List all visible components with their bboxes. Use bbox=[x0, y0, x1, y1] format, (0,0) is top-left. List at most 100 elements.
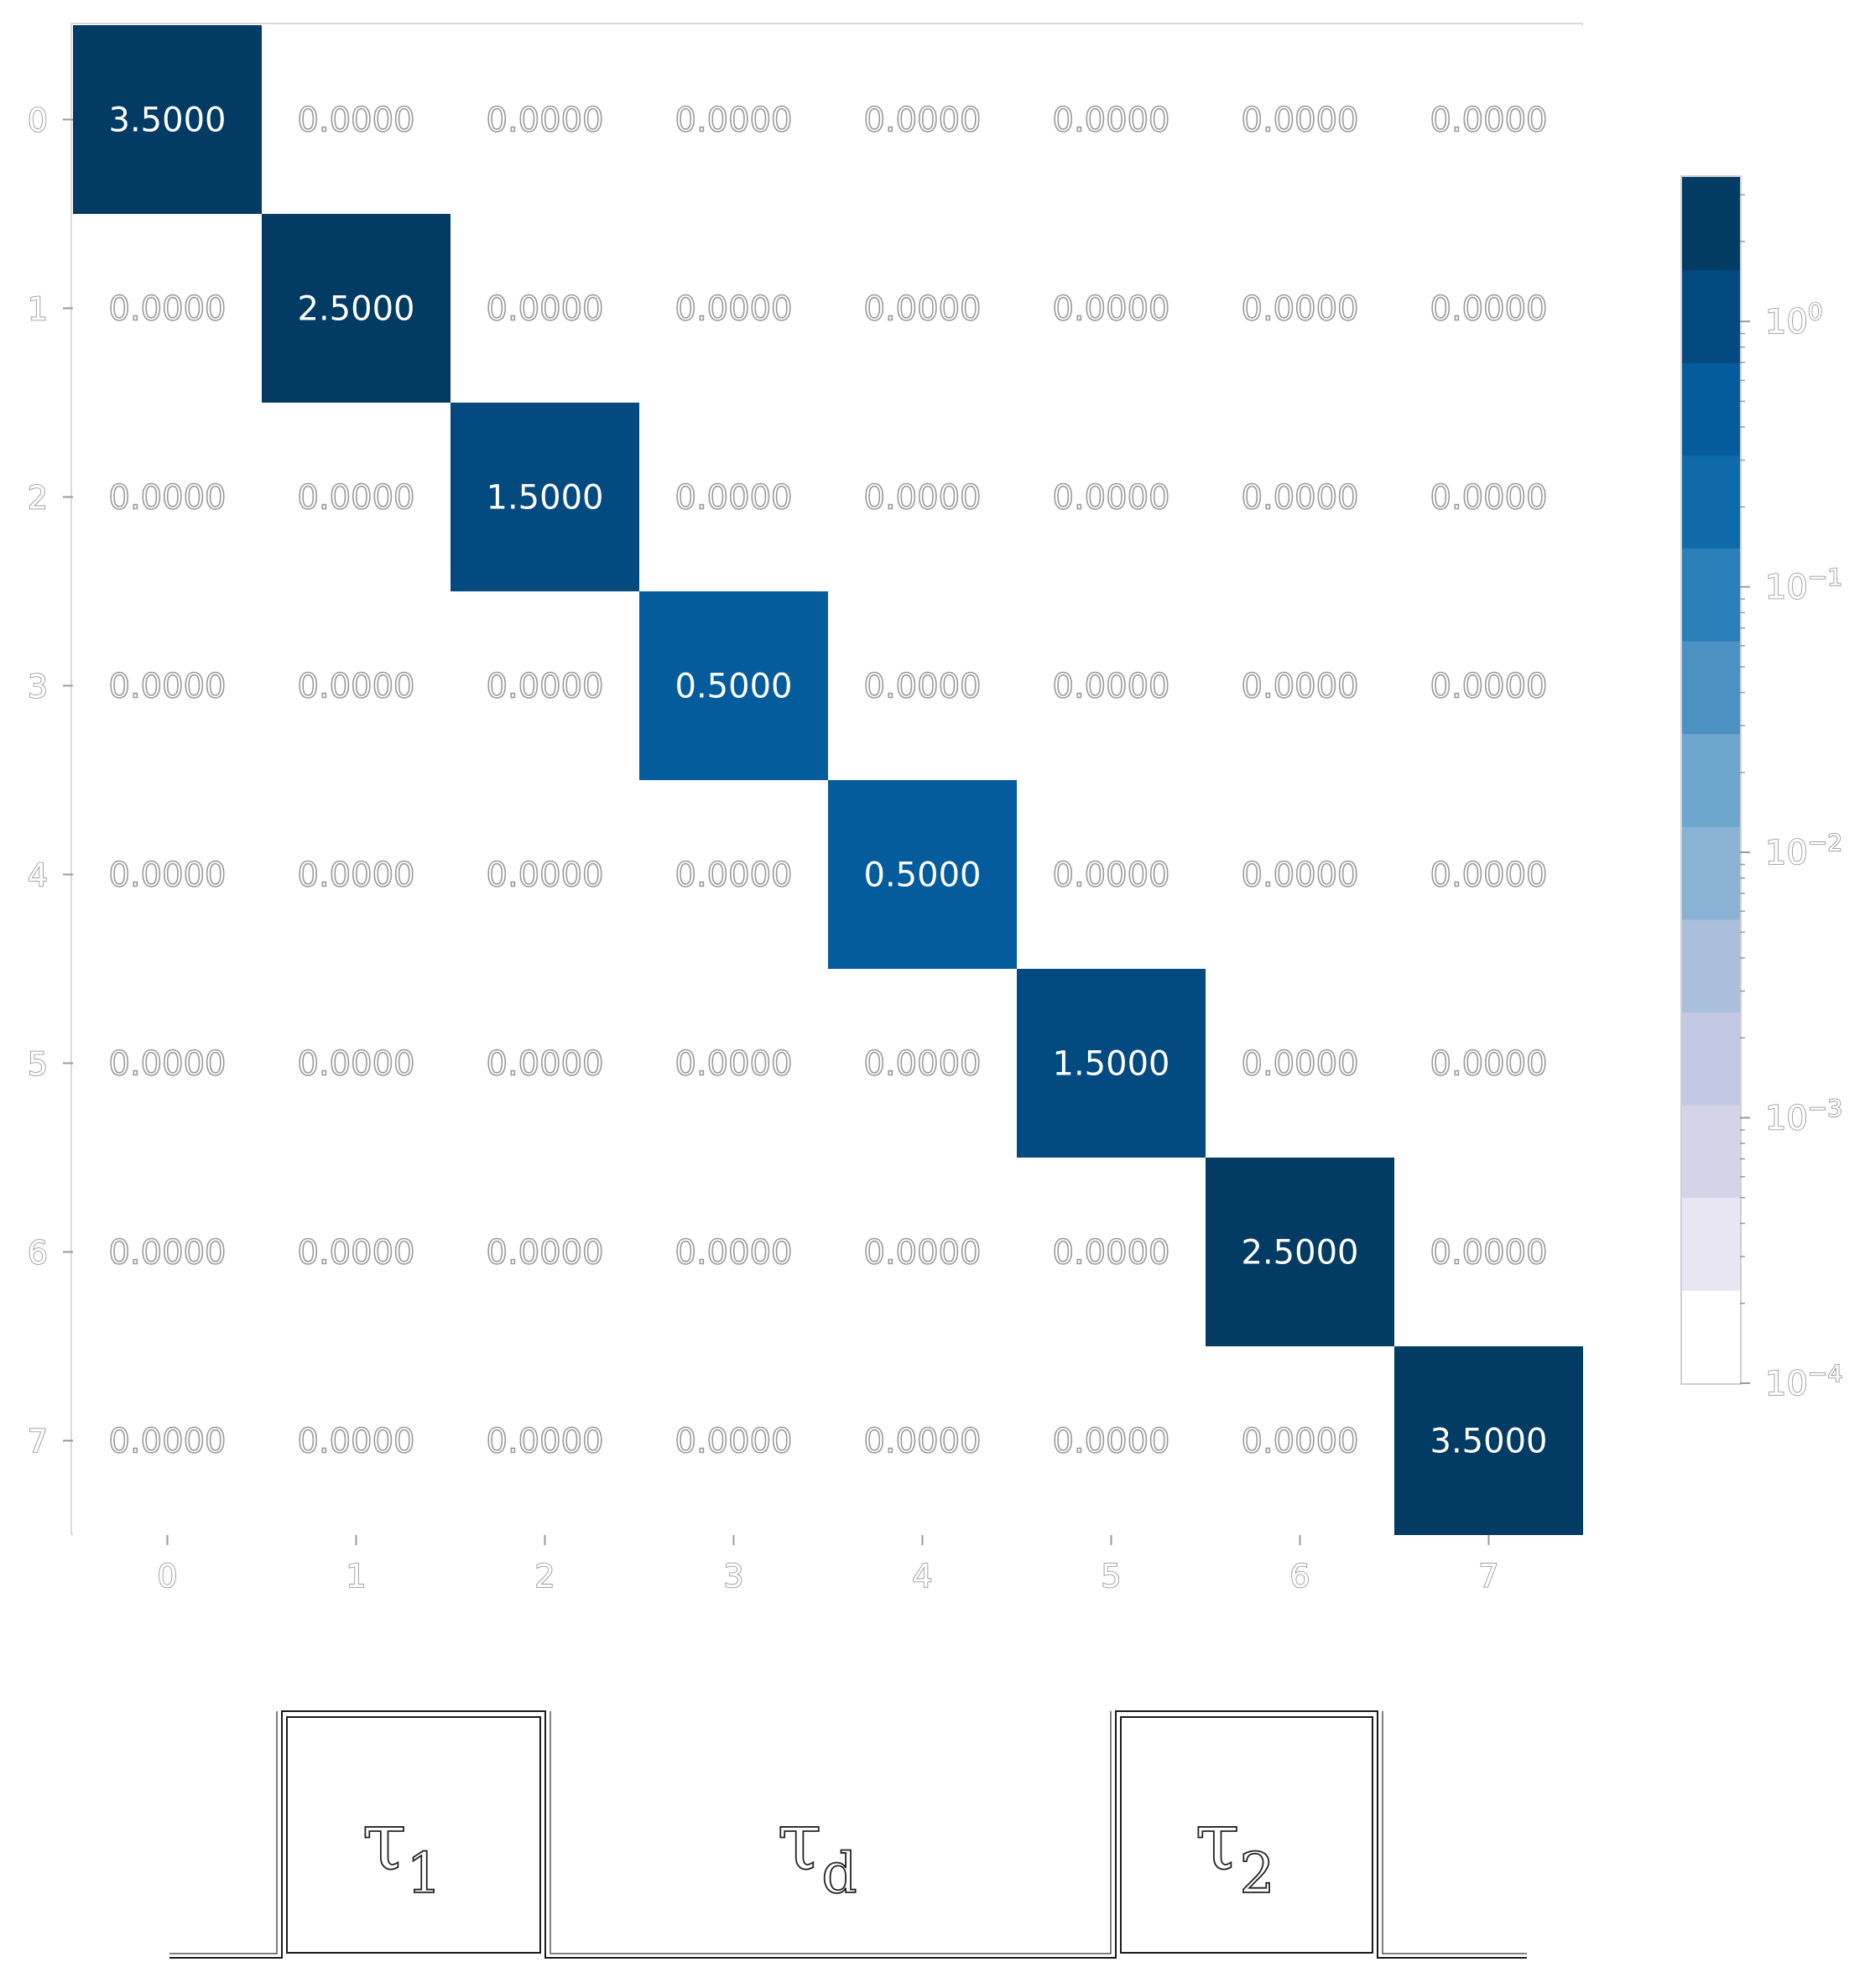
heatmap-cell bbox=[1206, 214, 1394, 403]
heatmap-cell-label: 0.0000 bbox=[1053, 479, 1170, 518]
heatmap-cell-label: 0.0000 bbox=[109, 856, 227, 895]
heatmap-cell-label: 0.0000 bbox=[109, 1234, 227, 1272]
colorbar-bands bbox=[1682, 177, 1740, 1384]
heatmap-cell bbox=[828, 969, 1017, 1158]
heatmap-cell-label: 0.0000 bbox=[1430, 668, 1548, 706]
heatmap-cell bbox=[828, 214, 1017, 403]
colorbar-frame bbox=[1680, 175, 1742, 1385]
pulse-1-box bbox=[286, 1716, 541, 1954]
heatmap-cell-label: 0.0000 bbox=[1053, 668, 1170, 706]
heatmap-cell bbox=[262, 591, 451, 780]
heatmap-cell-label: 0.0000 bbox=[864, 290, 982, 329]
heatmap-cell bbox=[451, 403, 639, 591]
heatmap-cell-label: 2.5000 bbox=[1242, 1234, 1359, 1272]
heatmap-cell bbox=[639, 591, 828, 780]
colorbar-band bbox=[1682, 919, 1740, 1013]
heatmap-cell-label: 0.0000 bbox=[109, 1045, 227, 1084]
colorbar-band bbox=[1682, 455, 1740, 549]
heatmap-cell-label: 0.0000 bbox=[487, 1045, 604, 1084]
heatmap-cell bbox=[639, 1346, 828, 1535]
y-tick-label: 6 bbox=[28, 1235, 48, 1272]
heatmap-cell bbox=[1206, 1158, 1394, 1346]
heatmap-cell-label: 0.0000 bbox=[298, 668, 415, 706]
heatmap-cell bbox=[73, 214, 262, 403]
colorbar-band bbox=[1682, 548, 1740, 642]
heatmap-cell-label: 0.0000 bbox=[1430, 479, 1548, 518]
heatmap-cell-label: 0.0000 bbox=[864, 1234, 982, 1272]
colorbar-tick-label: 10−1 bbox=[1765, 564, 1842, 607]
heatmap-cell bbox=[639, 25, 828, 214]
heatmap-cell-label: 0.0000 bbox=[1430, 1045, 1548, 1084]
pulse-waveform bbox=[169, 1710, 1527, 1959]
heatmap-cell-labels: 3.5000 0.0000 0.0000 0.0000 0.0000 0.0000 0.00… bbox=[108, 101, 1549, 1462]
x-axis: 0 1 2 3 4 5 6 7 bbox=[157, 1535, 1499, 1595]
heatmap-cell bbox=[1017, 214, 1206, 403]
pulse-waveform-outline bbox=[169, 1711, 1527, 1954]
heatmap-cell-label: 0.0000 bbox=[675, 856, 793, 895]
heatmap-cell-label: 0.0000 bbox=[1053, 290, 1170, 329]
heatmap-cell bbox=[1017, 403, 1206, 591]
heatmap-cell bbox=[1206, 969, 1394, 1158]
colorbar-tick-label: 10−2 bbox=[1765, 829, 1842, 872]
heatmap-cell-label: 0.0000 bbox=[675, 290, 793, 329]
heatmap-cell bbox=[262, 403, 451, 591]
heatmap-cell-label: 0.0000 bbox=[864, 1045, 982, 1084]
heatmap-cell-label: 0.0000 bbox=[1053, 1423, 1170, 1461]
heatmap-cell bbox=[73, 780, 262, 969]
x-tick-label: 5 bbox=[1101, 1558, 1121, 1595]
heatmap-cell-label: 0.0000 bbox=[487, 1423, 604, 1461]
heatmap-cell bbox=[73, 25, 262, 214]
heatmap-cell-label: 0.0000 bbox=[1242, 101, 1359, 140]
colorbar: 100 10−1 10−2 10−3 10−4 bbox=[1680, 175, 1843, 1404]
heatmap-cell bbox=[451, 591, 639, 780]
heatmap-cell bbox=[828, 403, 1017, 591]
y-tick-label: 5 bbox=[28, 1046, 48, 1083]
heatmap-cell bbox=[639, 1158, 828, 1346]
heatmap-cell-label: 0.0000 bbox=[298, 1423, 415, 1461]
colorbar-tick-label: 100 bbox=[1765, 298, 1823, 341]
heatmap-cell bbox=[1017, 969, 1206, 1158]
colorbar-band bbox=[1682, 1012, 1740, 1106]
heatmap-cell bbox=[1206, 403, 1394, 591]
heatmap-cell bbox=[451, 1346, 639, 1535]
colorbar-band bbox=[1682, 362, 1740, 456]
heatmap-cell bbox=[639, 214, 828, 403]
heatmap-cell bbox=[262, 969, 451, 1158]
heatmap-cell-label: 0.0000 bbox=[109, 290, 227, 329]
y-tick-label: 1 bbox=[28, 291, 48, 328]
heatmap-cell bbox=[639, 969, 828, 1158]
heatmap-cell bbox=[451, 780, 639, 969]
heatmap-cell-label: 0.0000 bbox=[864, 1423, 982, 1461]
heatmap-cell-label: 0.0000 bbox=[675, 479, 793, 518]
heatmap-cell bbox=[262, 1158, 451, 1346]
heatmap-cell-label: 0.0000 bbox=[298, 479, 415, 518]
colorbar-ticks: 100 10−1 10−2 10−3 10−4 bbox=[1740, 194, 1843, 1404]
colorbar-band bbox=[1682, 177, 1740, 271]
heatmap-cell bbox=[1394, 403, 1583, 591]
heatmap-cell-label: 0.0000 bbox=[1430, 1234, 1548, 1272]
x-tick-label: 6 bbox=[1289, 1558, 1310, 1595]
y-tick-label: 7 bbox=[28, 1423, 48, 1460]
colorbar-band bbox=[1682, 733, 1740, 827]
pulse-label: τ1 bbox=[362, 1794, 441, 1906]
pulse-2-box bbox=[1120, 1716, 1373, 1954]
heatmap-cell-label: 0.0000 bbox=[675, 1423, 793, 1461]
heatmap-cell bbox=[1394, 214, 1583, 403]
heatmap-cell bbox=[1206, 591, 1394, 780]
heatmap-cell-label: 0.0000 bbox=[487, 668, 604, 706]
heatmap-cell bbox=[451, 214, 639, 403]
heatmap-cell-label: 0.0000 bbox=[487, 290, 604, 329]
heatmap-cell-label: 0.0000 bbox=[487, 1234, 604, 1272]
heatmap-cells bbox=[73, 25, 1583, 1535]
heatmap-cell bbox=[451, 1158, 639, 1346]
heatmap-cell bbox=[73, 1158, 262, 1346]
heatmap-cell bbox=[1017, 591, 1206, 780]
heatmap-cell bbox=[1017, 25, 1206, 214]
heatmap-cell-label: 0.0000 bbox=[298, 856, 415, 895]
heatmap-cell bbox=[639, 780, 828, 969]
heatmap-cell-label: 0.0000 bbox=[1430, 101, 1548, 140]
heatmap-cell bbox=[1206, 780, 1394, 969]
heatmap-cell bbox=[1017, 1158, 1206, 1346]
x-tick-label: 4 bbox=[912, 1558, 932, 1595]
